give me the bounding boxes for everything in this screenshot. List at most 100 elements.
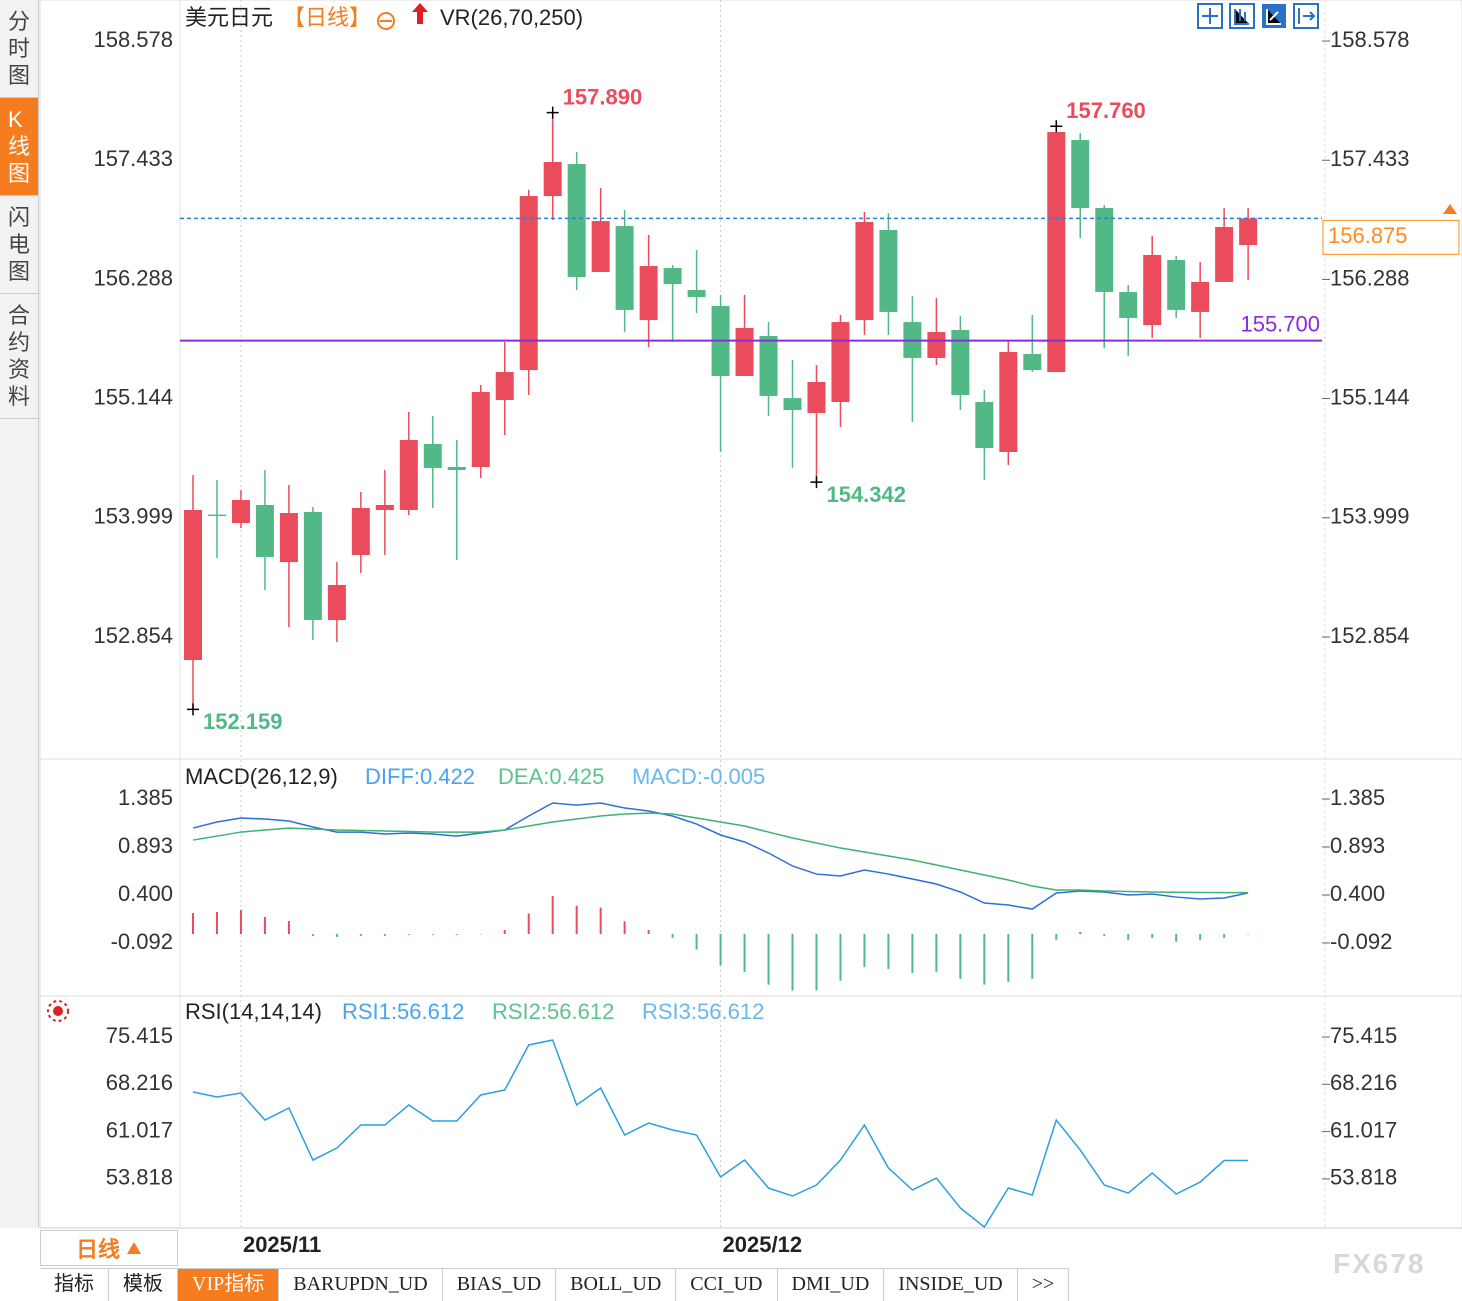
candle-body <box>255 504 274 558</box>
extreme-label: 157.760 <box>1066 98 1146 123</box>
indicator-tab[interactable]: 模板 <box>109 1269 178 1301</box>
tool-move[interactable] <box>1293 3 1319 29</box>
candle-body <box>591 221 610 272</box>
y-tick-label-right: 156.288 <box>1330 265 1410 290</box>
indicator-line <box>192 1039 1249 1229</box>
x-tick-label: 2025/12 <box>723 1232 803 1257</box>
y-tick-label-right: 157.433 <box>1330 146 1410 171</box>
candle-body <box>855 221 874 321</box>
candle-body <box>207 514 226 517</box>
candle-body <box>303 511 322 621</box>
indicator-legend: DEA:0.425 <box>498 764 604 789</box>
candle-body <box>687 289 706 298</box>
y-tick-label: 53.818 <box>106 1165 173 1190</box>
rsi-icon[interactable] <box>47 1000 69 1022</box>
y-tick-label-right: 153.999 <box>1330 504 1410 529</box>
y-tick-label: 158.578 <box>93 27 173 52</box>
indicator-tab[interactable]: DMI_UD <box>778 1269 885 1301</box>
candle-body <box>975 402 994 449</box>
candle-body <box>1047 132 1066 373</box>
candle-body <box>423 443 442 469</box>
candle-body <box>567 163 586 278</box>
tool-zoom[interactable] <box>1229 3 1255 29</box>
candle-body <box>663 268 682 285</box>
settings-icon[interactable] <box>377 12 395 30</box>
y-tick-label-right: 75.415 <box>1330 1023 1397 1048</box>
candle-body <box>735 327 754 376</box>
candle-body <box>831 322 850 403</box>
y-tick-label-right: 61.017 <box>1330 1117 1397 1142</box>
price-marker <box>1443 204 1457 214</box>
sidebar-tab[interactable]: 合约资料 <box>0 294 38 419</box>
extreme-marker <box>1050 120 1063 133</box>
indicator-tab[interactable]: BIAS_UD <box>443 1269 557 1301</box>
indicator-tab[interactable]: 指标 <box>40 1269 109 1301</box>
indicator-tab[interactable]: BOLL_UD <box>556 1269 677 1301</box>
candle-body <box>999 352 1018 452</box>
y-tick-label: 68.216 <box>106 1070 173 1095</box>
y-tick-label: 153.999 <box>93 504 173 529</box>
y-tick-label-right: 152.854 <box>1330 623 1410 648</box>
candle-body <box>927 332 946 358</box>
extreme-label: 154.342 <box>826 482 906 507</box>
y-tick-label: 0.893 <box>118 833 173 858</box>
last-price-box <box>1322 219 1460 255</box>
extreme-label: 157.890 <box>563 84 643 109</box>
indicator-tab[interactable]: >> <box>1018 1269 1070 1301</box>
indicator-tab[interactable]: INSIDE_UD <box>884 1269 1018 1301</box>
candle-body <box>1095 208 1114 292</box>
candle-body <box>1143 254 1162 326</box>
sidebar-tab[interactable]: 分时图 <box>0 0 38 98</box>
candle-body <box>951 329 970 396</box>
y-tick-label-right: 53.818 <box>1330 1165 1397 1190</box>
candle-body <box>1239 218 1258 245</box>
candle-body <box>807 382 826 414</box>
candle-body <box>231 499 250 523</box>
y-tick-label: 0.400 <box>118 881 173 906</box>
last-price-label: 156.875 <box>1328 223 1408 248</box>
period: 【日线】 <box>283 5 371 30</box>
tool-draw[interactable] <box>1262 4 1286 28</box>
indicator-tab[interactable]: BARUPDN_UD <box>279 1269 443 1301</box>
candle-body <box>1167 259 1186 310</box>
candle-body <box>1023 354 1042 371</box>
sidebar-tab[interactable]: 闪电图 <box>0 196 38 294</box>
y-tick-label: 157.433 <box>93 146 173 171</box>
indicator-tab[interactable]: CCI_UD <box>676 1269 778 1301</box>
candle-body <box>279 513 298 563</box>
indicator-legend: RSI3:56.612 <box>642 999 764 1024</box>
candle-body <box>471 392 490 467</box>
tool-crosshair[interactable] <box>1197 3 1223 29</box>
candle-body <box>519 196 538 371</box>
extreme-marker <box>810 476 823 489</box>
candle-body <box>1191 281 1210 312</box>
support-label: 155.700 <box>1240 311 1320 336</box>
candle-body <box>1119 291 1138 318</box>
x-tick-label: 2025/11 <box>243 1232 321 1257</box>
candle-body <box>447 466 466 471</box>
sidebar-tab[interactable]: K线图 <box>0 98 38 196</box>
indicator-legend: MACD:-0.005 <box>632 764 765 789</box>
extreme-marker <box>187 703 199 716</box>
candle-body <box>351 508 370 555</box>
y-tick-label-right: 158.578 <box>1330 27 1410 52</box>
y-tick-label: 61.017 <box>106 1117 173 1142</box>
y-tick-label-right: 1.385 <box>1330 785 1385 810</box>
switch-icon[interactable] <box>412 3 428 24</box>
indicator-name: VR(26,70,250) <box>440 5 583 30</box>
period-label: 日线 <box>75 1237 120 1262</box>
candle-body <box>543 162 562 197</box>
extreme-label: 152.159 <box>203 709 283 734</box>
indicator-legend: RSI1:56.612 <box>342 999 464 1024</box>
indicator-legend: MACD(26,12,9) <box>185 764 338 789</box>
indicator-tab[interactable]: VIP指标 <box>178 1269 280 1301</box>
indicator-legend: RSI2:56.612 <box>492 999 614 1024</box>
candle-body <box>783 398 802 411</box>
watermark: FX678 <box>1333 1248 1426 1279</box>
period-selector[interactable]: 日线 <box>40 1230 178 1266</box>
candle-body <box>639 266 658 321</box>
indicator-line <box>192 802 1249 910</box>
indicator-legend: RSI(14,14,14) <box>185 999 322 1024</box>
